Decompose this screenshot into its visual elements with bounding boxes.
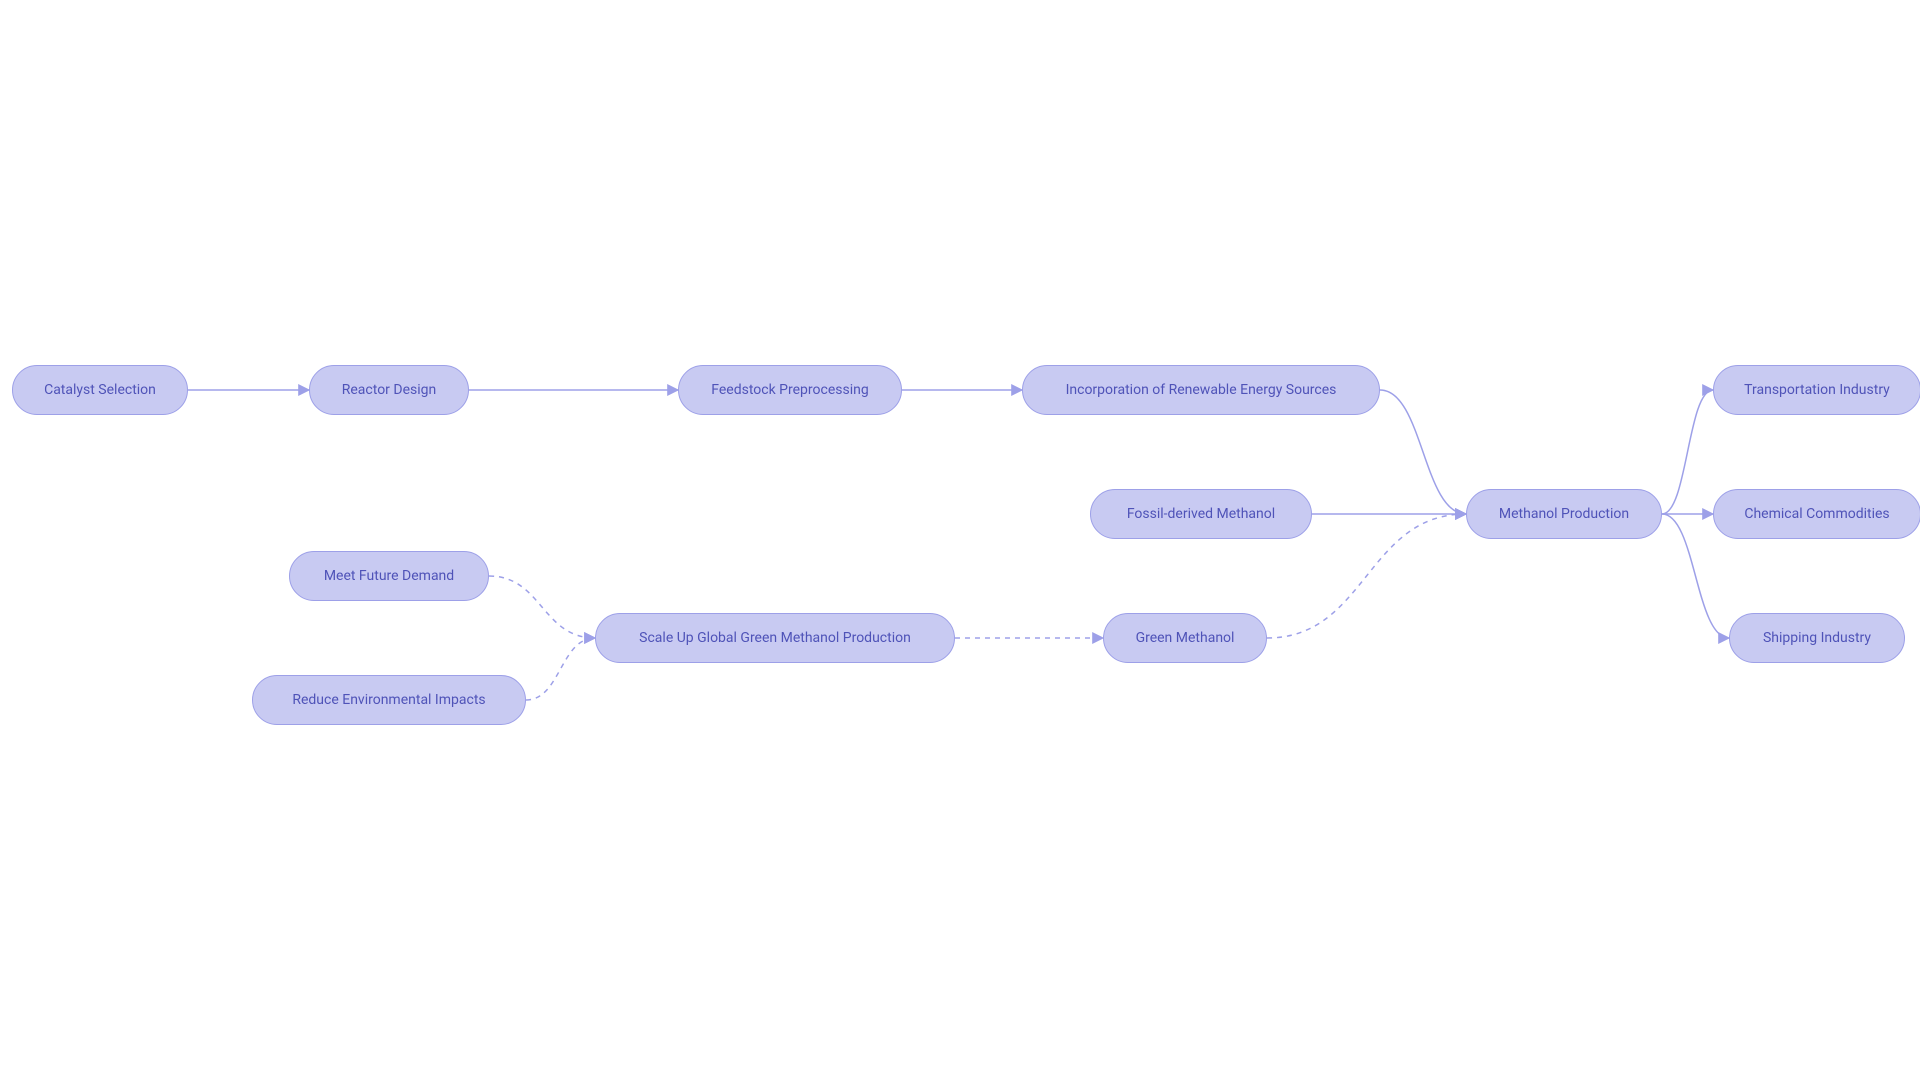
node-label-catalyst: Catalyst Selection	[44, 382, 156, 398]
node-environmental: Reduce Environmental Impacts	[252, 675, 526, 725]
node-chemical: Chemical Commodities	[1713, 489, 1920, 539]
node-label-scale: Scale Up Global Green Methanol Productio…	[639, 630, 911, 646]
node-label-fossil: Fossil-derived Methanol	[1127, 506, 1275, 522]
node-label-feedstock: Feedstock Preprocessing	[711, 382, 868, 398]
node-label-transport: Transportation Industry	[1744, 382, 1890, 398]
edge-environmental-scale	[526, 638, 595, 700]
node-label-environmental: Reduce Environmental Impacts	[292, 692, 485, 708]
node-demand: Meet Future Demand	[289, 551, 489, 601]
edge-production-shipping	[1662, 514, 1729, 638]
node-label-chemical: Chemical Commodities	[1744, 506, 1889, 522]
node-label-shipping: Shipping Industry	[1763, 630, 1871, 646]
node-production: Methanol Production	[1466, 489, 1662, 539]
node-label-production: Methanol Production	[1499, 506, 1629, 522]
edge-renewable-production	[1380, 390, 1466, 514]
edge-demand-scale	[489, 576, 595, 638]
edges-layer	[0, 0, 1920, 1080]
node-label-renewable: Incorporation of Renewable Energy Source…	[1066, 382, 1337, 398]
node-renewable: Incorporation of Renewable Energy Source…	[1022, 365, 1380, 415]
node-label-green: Green Methanol	[1136, 630, 1235, 646]
node-label-demand: Meet Future Demand	[324, 568, 454, 584]
edge-production-transport	[1662, 390, 1713, 514]
node-shipping: Shipping Industry	[1729, 613, 1905, 663]
node-feedstock: Feedstock Preprocessing	[678, 365, 902, 415]
node-transport: Transportation Industry	[1713, 365, 1920, 415]
node-label-reactor: Reactor Design	[342, 382, 436, 398]
node-fossil: Fossil-derived Methanol	[1090, 489, 1312, 539]
node-catalyst: Catalyst Selection	[12, 365, 188, 415]
node-reactor: Reactor Design	[309, 365, 469, 415]
node-green: Green Methanol	[1103, 613, 1267, 663]
node-scale: Scale Up Global Green Methanol Productio…	[595, 613, 955, 663]
